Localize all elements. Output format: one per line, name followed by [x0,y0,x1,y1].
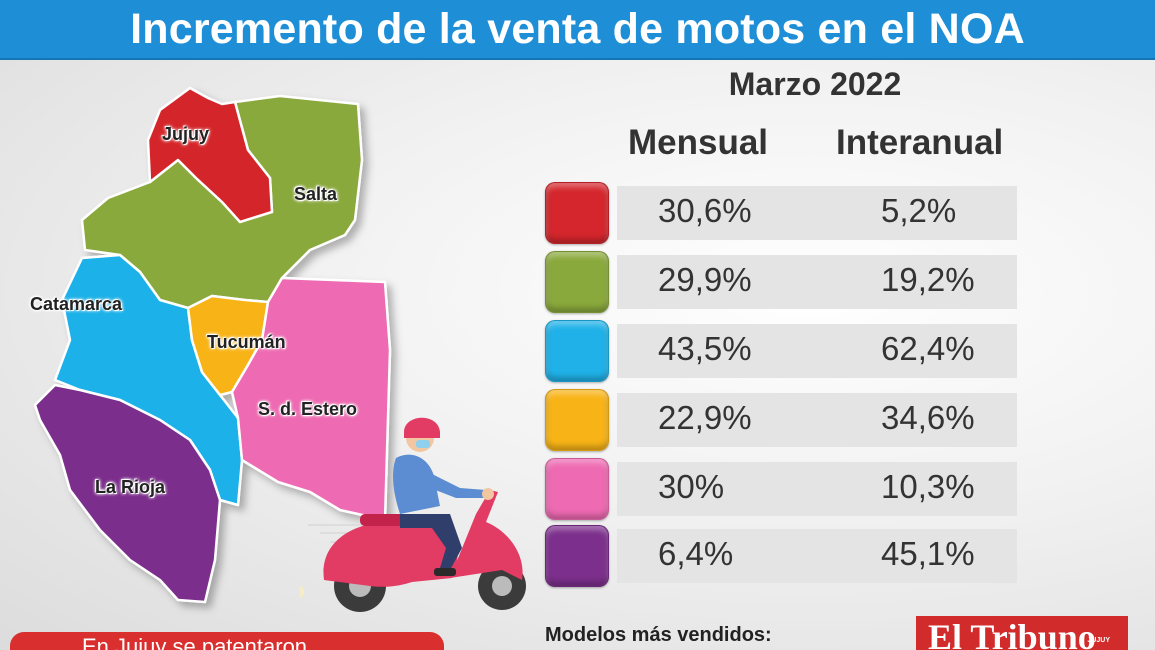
yearly-value: 45,1% [881,535,975,572]
period-label: Marzo 2022 [728,66,902,102]
map-label-larioja: La Rioja [95,477,166,497]
color-swatch [545,251,609,313]
monthly-value: 29,9% [658,261,752,298]
map-label-jujuy: Jujuy [162,124,210,144]
logo-text: El Tribuno [928,617,1096,650]
color-swatch [545,525,609,587]
row-background [617,462,1017,516]
color-swatch [545,320,609,382]
stats-row-salta: 29,9% 19,2% [545,251,1017,313]
logo-subtext: JUJUY [1087,637,1110,644]
header-banner: Incremento de la venta de motos en el NO… [0,0,1155,60]
yearly-value: 19,2% [881,261,975,298]
row-background [617,186,1017,240]
el-tribuno-logo: El Tribuno JUJUY [916,616,1128,650]
column-header-monthly: Mensual [628,123,769,162]
stats-row-jujuy: 30,6% 5,2% [545,182,1017,244]
yearly-value: 34,6% [881,399,975,436]
noa-map [33,86,392,604]
map-label-tucuman: Tucumán [207,332,286,352]
column-header-yearly: Interanual [836,123,1004,162]
row-background [617,255,1017,309]
monthly-value: 6,4% [658,535,734,572]
map-label-catamarca: Catamarca [30,294,123,314]
region-catamarca-shape [53,253,244,507]
row-background [617,529,1017,583]
monthly-value: 43,5% [658,330,752,367]
yearly-value: 5,2% [881,192,957,229]
monthly-value: 30,6% [658,192,752,229]
row-background [617,324,1017,378]
stats-row-tucuman: 22,9% 34,6% [545,389,1017,451]
region-estero-shape [230,276,392,522]
stats-row-catamarca: 43,5% 62,4% [545,320,1017,382]
stats-row-estero: 30% 10,3% [545,458,1017,520]
color-swatch [545,182,609,244]
page-title: Incremento de la venta de motos en el NO… [130,4,1025,53]
region-jujuy-shape [146,86,274,224]
yearly-value: 62,4% [881,330,975,367]
region-larioja-shape [33,383,222,604]
best-sellers-label: Modelos más vendidos: [545,624,772,646]
jujuy-registrations-banner: En Jujuy se patentaron [10,632,444,650]
scooter-rider-illustration [300,417,526,612]
map-label-estero: S. d. Estero [258,399,358,419]
row-background [617,393,1017,447]
map-label-salta: Salta [294,184,338,204]
stats-row-larioja: 6,4% 45,1% [545,525,1017,587]
monthly-value: 30% [658,468,725,505]
color-swatch [545,458,609,520]
monthly-value: 22,9% [658,399,752,436]
yearly-value: 10,3% [881,468,975,505]
color-swatch [545,389,609,451]
